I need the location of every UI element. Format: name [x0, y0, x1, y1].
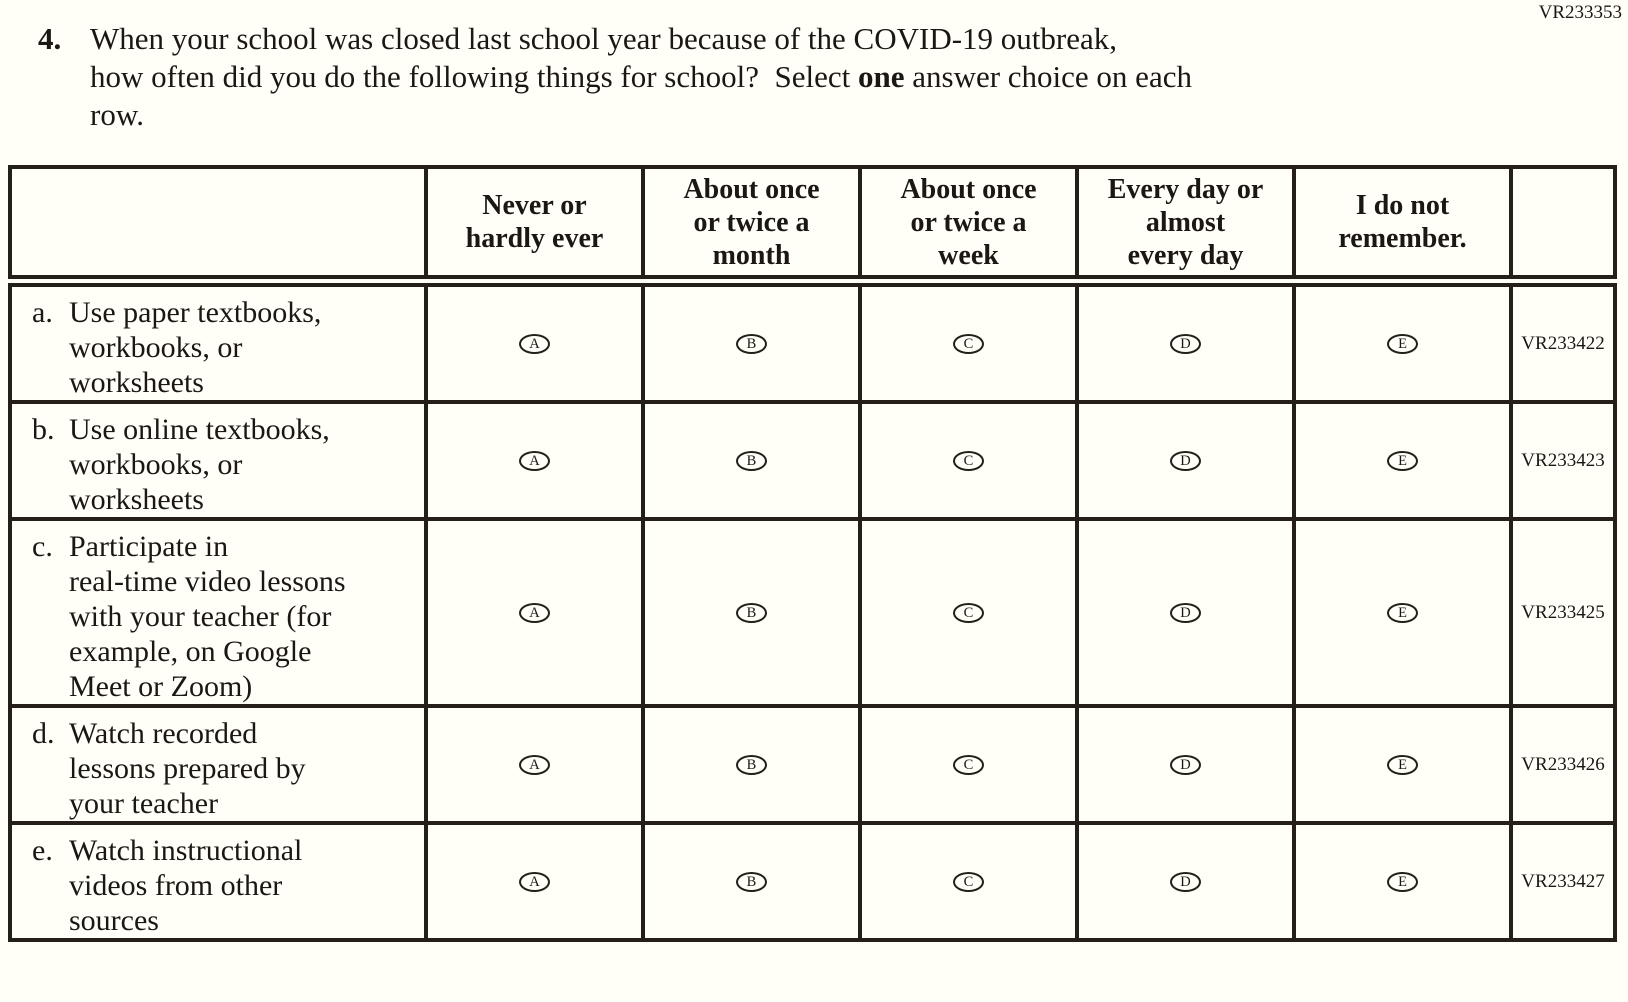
answer-cell-e-every-day: D: [1075, 821, 1296, 942]
answer-cell-b-once-week: C: [858, 400, 1079, 521]
row-key-e: e.: [32, 834, 53, 867]
response-grid: Never or hardly ever About once or twice…: [8, 165, 1617, 942]
row-label-d: d. Watch recorded lessons prepared by yo…: [8, 704, 428, 825]
header-row: Never or hardly ever About once or twice…: [8, 165, 1617, 287]
column-header-never: Never or hardly ever: [424, 165, 645, 287]
row-label-c: c. Participate in real-time video lesson…: [8, 517, 428, 708]
answer-cell-a-once-month: B: [641, 279, 862, 404]
row-code-a: VR233422: [1509, 279, 1617, 404]
row-label-b: b. Use online textbooks, workbooks, or w…: [8, 400, 428, 521]
answer-bubble-e-C[interactable]: C: [953, 871, 984, 892]
column-header-not-remember: I do not remember.: [1292, 165, 1513, 287]
answer-bubble-a-B[interactable]: B: [736, 333, 767, 354]
table-row-d: d. Watch recorded lessons prepared by yo…: [8, 704, 1617, 825]
answer-cell-d-once-month: B: [641, 704, 862, 825]
question-number: 4.: [38, 21, 62, 56]
answer-cell-a-not-remember: E: [1292, 279, 1513, 404]
question-line-2-post: answer choice on each: [904, 59, 1192, 94]
answer-cell-d-never: A: [424, 704, 645, 825]
answer-cell-e-never: A: [424, 821, 645, 942]
answer-bubble-c-D[interactable]: D: [1170, 602, 1201, 623]
row-key-c: c.: [32, 530, 53, 563]
row-code-d: VR233426: [1509, 704, 1617, 825]
answer-bubble-b-A[interactable]: A: [519, 450, 550, 471]
answer-bubble-a-E[interactable]: E: [1387, 333, 1418, 354]
answer-cell-b-once-month: B: [641, 400, 862, 521]
answer-cell-c-once-week: C: [858, 517, 1079, 708]
answer-bubble-c-E[interactable]: E: [1387, 602, 1418, 623]
answer-cell-c-once-month: B: [641, 517, 862, 708]
table-row-a: a. Use paper textbooks, workbooks, or wo…: [8, 279, 1617, 404]
table-row-c: c. Participate in real-time video lesson…: [8, 517, 1617, 708]
answer-bubble-c-A[interactable]: A: [519, 602, 550, 623]
answer-bubble-e-E[interactable]: E: [1387, 871, 1418, 892]
column-header-every-day: Every day or almost every day: [1075, 165, 1296, 287]
answer-cell-a-never: A: [424, 279, 645, 404]
row-text-c: Participate in real-time video lessons w…: [69, 530, 346, 703]
answer-cell-b-every-day: D: [1075, 400, 1296, 521]
answer-bubble-c-B[interactable]: B: [736, 602, 767, 623]
answer-bubble-d-E[interactable]: E: [1387, 754, 1418, 775]
column-header-once-month: About once or twice a month: [641, 165, 862, 287]
answer-cell-c-not-remember: E: [1292, 517, 1513, 708]
answer-bubble-d-C[interactable]: C: [953, 754, 984, 775]
answer-bubble-d-B[interactable]: B: [736, 754, 767, 775]
answer-cell-d-not-remember: E: [1292, 704, 1513, 825]
header-blank: [8, 165, 428, 287]
row-text-e: Watch instructional videos from other so…: [69, 834, 303, 937]
answer-cell-b-not-remember: E: [1292, 400, 1513, 521]
row-code-b: VR233423: [1509, 400, 1617, 521]
question-block-code: VR233353: [1538, 2, 1622, 23]
answer-cell-b-never: A: [424, 400, 645, 521]
answer-bubble-a-D[interactable]: D: [1170, 333, 1201, 354]
answer-bubble-a-A[interactable]: A: [519, 333, 550, 354]
row-code-c: VR233425: [1509, 517, 1617, 708]
row-label-a: a. Use paper textbooks, workbooks, or wo…: [8, 279, 428, 404]
answer-cell-a-once-week: C: [858, 279, 1079, 404]
answer-cell-d-every-day: D: [1075, 704, 1296, 825]
row-text-b: Use online textbooks, workbooks, or work…: [69, 413, 330, 516]
answer-bubble-e-B[interactable]: B: [736, 871, 767, 892]
answer-cell-e-once-month: B: [641, 821, 862, 942]
answer-bubble-b-E[interactable]: E: [1387, 450, 1418, 471]
row-text-d: Watch recorded lessons prepared by your …: [69, 717, 306, 820]
answer-cell-e-once-week: C: [858, 821, 1079, 942]
answer-bubble-b-D[interactable]: D: [1170, 450, 1201, 471]
table-row-b: b. Use online textbooks, workbooks, or w…: [8, 400, 1617, 521]
answer-bubble-a-C[interactable]: C: [953, 333, 984, 354]
answer-bubble-c-C[interactable]: C: [953, 602, 984, 623]
header-code-blank: [1509, 165, 1617, 287]
question-4: 4. When your school was closed last scho…: [0, 0, 1628, 134]
answer-bubble-e-D[interactable]: D: [1170, 871, 1201, 892]
row-key-d: d.: [32, 717, 55, 750]
answer-bubble-b-C[interactable]: C: [953, 450, 984, 471]
table-row-e: e. Watch instructional videos from other…: [8, 821, 1617, 942]
answer-cell-e-not-remember: E: [1292, 821, 1513, 942]
answer-bubble-b-B[interactable]: B: [736, 450, 767, 471]
question-line-2-bold: one: [858, 59, 905, 94]
answer-bubble-d-D[interactable]: D: [1170, 754, 1201, 775]
answer-bubble-d-A[interactable]: A: [519, 754, 550, 775]
column-header-once-week: About once or twice a week: [858, 165, 1079, 287]
row-text-a: Use paper textbooks, workbooks, or works…: [69, 296, 322, 399]
answer-cell-a-every-day: D: [1075, 279, 1296, 404]
answer-cell-c-every-day: D: [1075, 517, 1296, 708]
answer-bubble-e-A[interactable]: A: [519, 871, 550, 892]
question-line-2: how often did you do the following thing…: [90, 58, 1192, 96]
row-label-e: e. Watch instructional videos from other…: [8, 821, 428, 942]
question-line-1: When your school was closed last school …: [90, 21, 1117, 56]
question-line-2-pre: how often did you do the following thing…: [90, 59, 858, 94]
answer-cell-d-once-week: C: [858, 704, 1079, 825]
row-key-b: b.: [32, 413, 55, 446]
row-code-e: VR233427: [1509, 821, 1617, 942]
answer-cell-c-never: A: [424, 517, 645, 708]
question-line-3: row.: [90, 97, 144, 132]
question-text: When your school was closed last school …: [90, 20, 1192, 134]
row-key-a: a.: [32, 296, 53, 329]
